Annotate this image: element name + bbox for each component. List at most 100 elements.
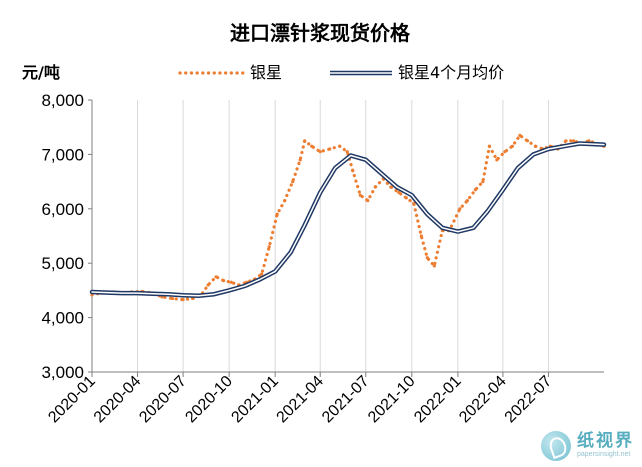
x-tick-label: 2021-01 [228, 373, 282, 427]
y-tick-label: 6,000 [41, 200, 84, 219]
data-point [442, 227, 444, 229]
data-point [318, 150, 322, 154]
x-tick-label: 2020-04 [91, 373, 145, 427]
data-point [396, 186, 398, 188]
data-point [274, 271, 276, 273]
data-point [389, 185, 393, 189]
data-point [328, 147, 332, 151]
data-point [298, 158, 302, 162]
data-point [170, 296, 175, 301]
x-tick-label: 2021-07 [319, 373, 373, 427]
data-point [167, 293, 169, 295]
data-point [432, 264, 436, 268]
data-point [579, 143, 581, 145]
data-point [304, 224, 306, 226]
x-tick-label: 2022-01 [411, 373, 465, 427]
data-point [533, 144, 538, 148]
x-tick-label: 2020-10 [182, 373, 236, 427]
data-point [334, 167, 336, 169]
data-point [503, 150, 507, 154]
data-point [228, 290, 230, 292]
data-point [107, 292, 109, 294]
data-point [425, 256, 429, 260]
data-point [181, 298, 185, 302]
data-point [427, 213, 429, 215]
data-point [412, 201, 416, 205]
data-point [517, 167, 519, 169]
data-point [213, 293, 215, 295]
data-point [338, 144, 342, 148]
data-point [404, 196, 408, 200]
data-point [366, 199, 370, 203]
data-point [533, 154, 535, 156]
y-tick-label: 8,000 [41, 91, 84, 110]
data-point [319, 192, 321, 194]
x-tick-label: 2022-04 [456, 373, 510, 427]
data-point [275, 212, 279, 216]
series-line-4m-average-outer [89, 141, 607, 299]
data-point [419, 234, 423, 238]
data-point [487, 144, 491, 148]
data-point [121, 292, 123, 294]
data-point [502, 189, 504, 191]
data-point [283, 199, 287, 203]
data-point [244, 285, 246, 287]
data-point [525, 139, 530, 143]
data-point [380, 173, 382, 175]
watermark-text: 纸视界 [577, 431, 634, 452]
data-point [411, 194, 413, 196]
data-point [373, 185, 377, 189]
data-point [457, 231, 459, 233]
data-point [214, 275, 218, 279]
data-point [229, 280, 233, 284]
x-tick-label: 2022-07 [502, 373, 556, 427]
data-point [206, 283, 210, 287]
data-point [563, 145, 565, 147]
data-point [222, 279, 226, 283]
data-point [290, 252, 292, 254]
data-point [303, 139, 307, 143]
data-point [291, 180, 295, 184]
legend-label-4m-average: 银星4个月均价 [398, 63, 504, 82]
series-layer [89, 133, 607, 302]
watermark: 纸视界 papersinsight.net [541, 431, 634, 461]
data-point [458, 207, 462, 211]
data-point [473, 227, 475, 229]
data-point [397, 190, 401, 195]
data-point [473, 188, 477, 192]
grid-layer [91, 100, 549, 372]
data-point [548, 148, 550, 150]
data-point [510, 144, 515, 148]
data-point [587, 139, 591, 143]
data-point [518, 133, 522, 137]
data-point [465, 199, 469, 203]
data-point [564, 139, 568, 143]
data-point [487, 211, 489, 213]
legend-label-silver-star: 银星 [250, 63, 282, 82]
series-line-4m-average-inner [91, 142, 605, 297]
data-point [481, 180, 485, 184]
data-point [91, 291, 93, 293]
y-tick-label: 4,000 [41, 309, 84, 328]
y-tick-label: 3,000 [41, 363, 84, 382]
x-tick-label: 2021-10 [365, 373, 419, 427]
data-point [137, 292, 139, 294]
data-point [259, 279, 261, 281]
data-point [571, 139, 576, 143]
data-point [182, 294, 184, 296]
x-tick-label: 2021-04 [274, 373, 328, 427]
data-point [365, 159, 367, 161]
axis-layer [88, 99, 604, 377]
data-point [152, 293, 154, 295]
chart-title: 进口漂针浆现货价格 [230, 21, 411, 45]
watermark-logo-icon [541, 431, 571, 461]
y-tick-label: 5,000 [41, 254, 84, 273]
watermark-url: papersinsight.net [577, 451, 631, 459]
y-axis-unit-label: 元/吨 [22, 63, 60, 82]
data-point [267, 245, 271, 249]
legend: 银星 银星4个月均价 [178, 63, 504, 82]
tick-labels: 3,0004,0005,0006,0007,0008,0002020-01202… [41, 91, 555, 426]
data-point [351, 169, 355, 173]
data-point [358, 193, 362, 197]
